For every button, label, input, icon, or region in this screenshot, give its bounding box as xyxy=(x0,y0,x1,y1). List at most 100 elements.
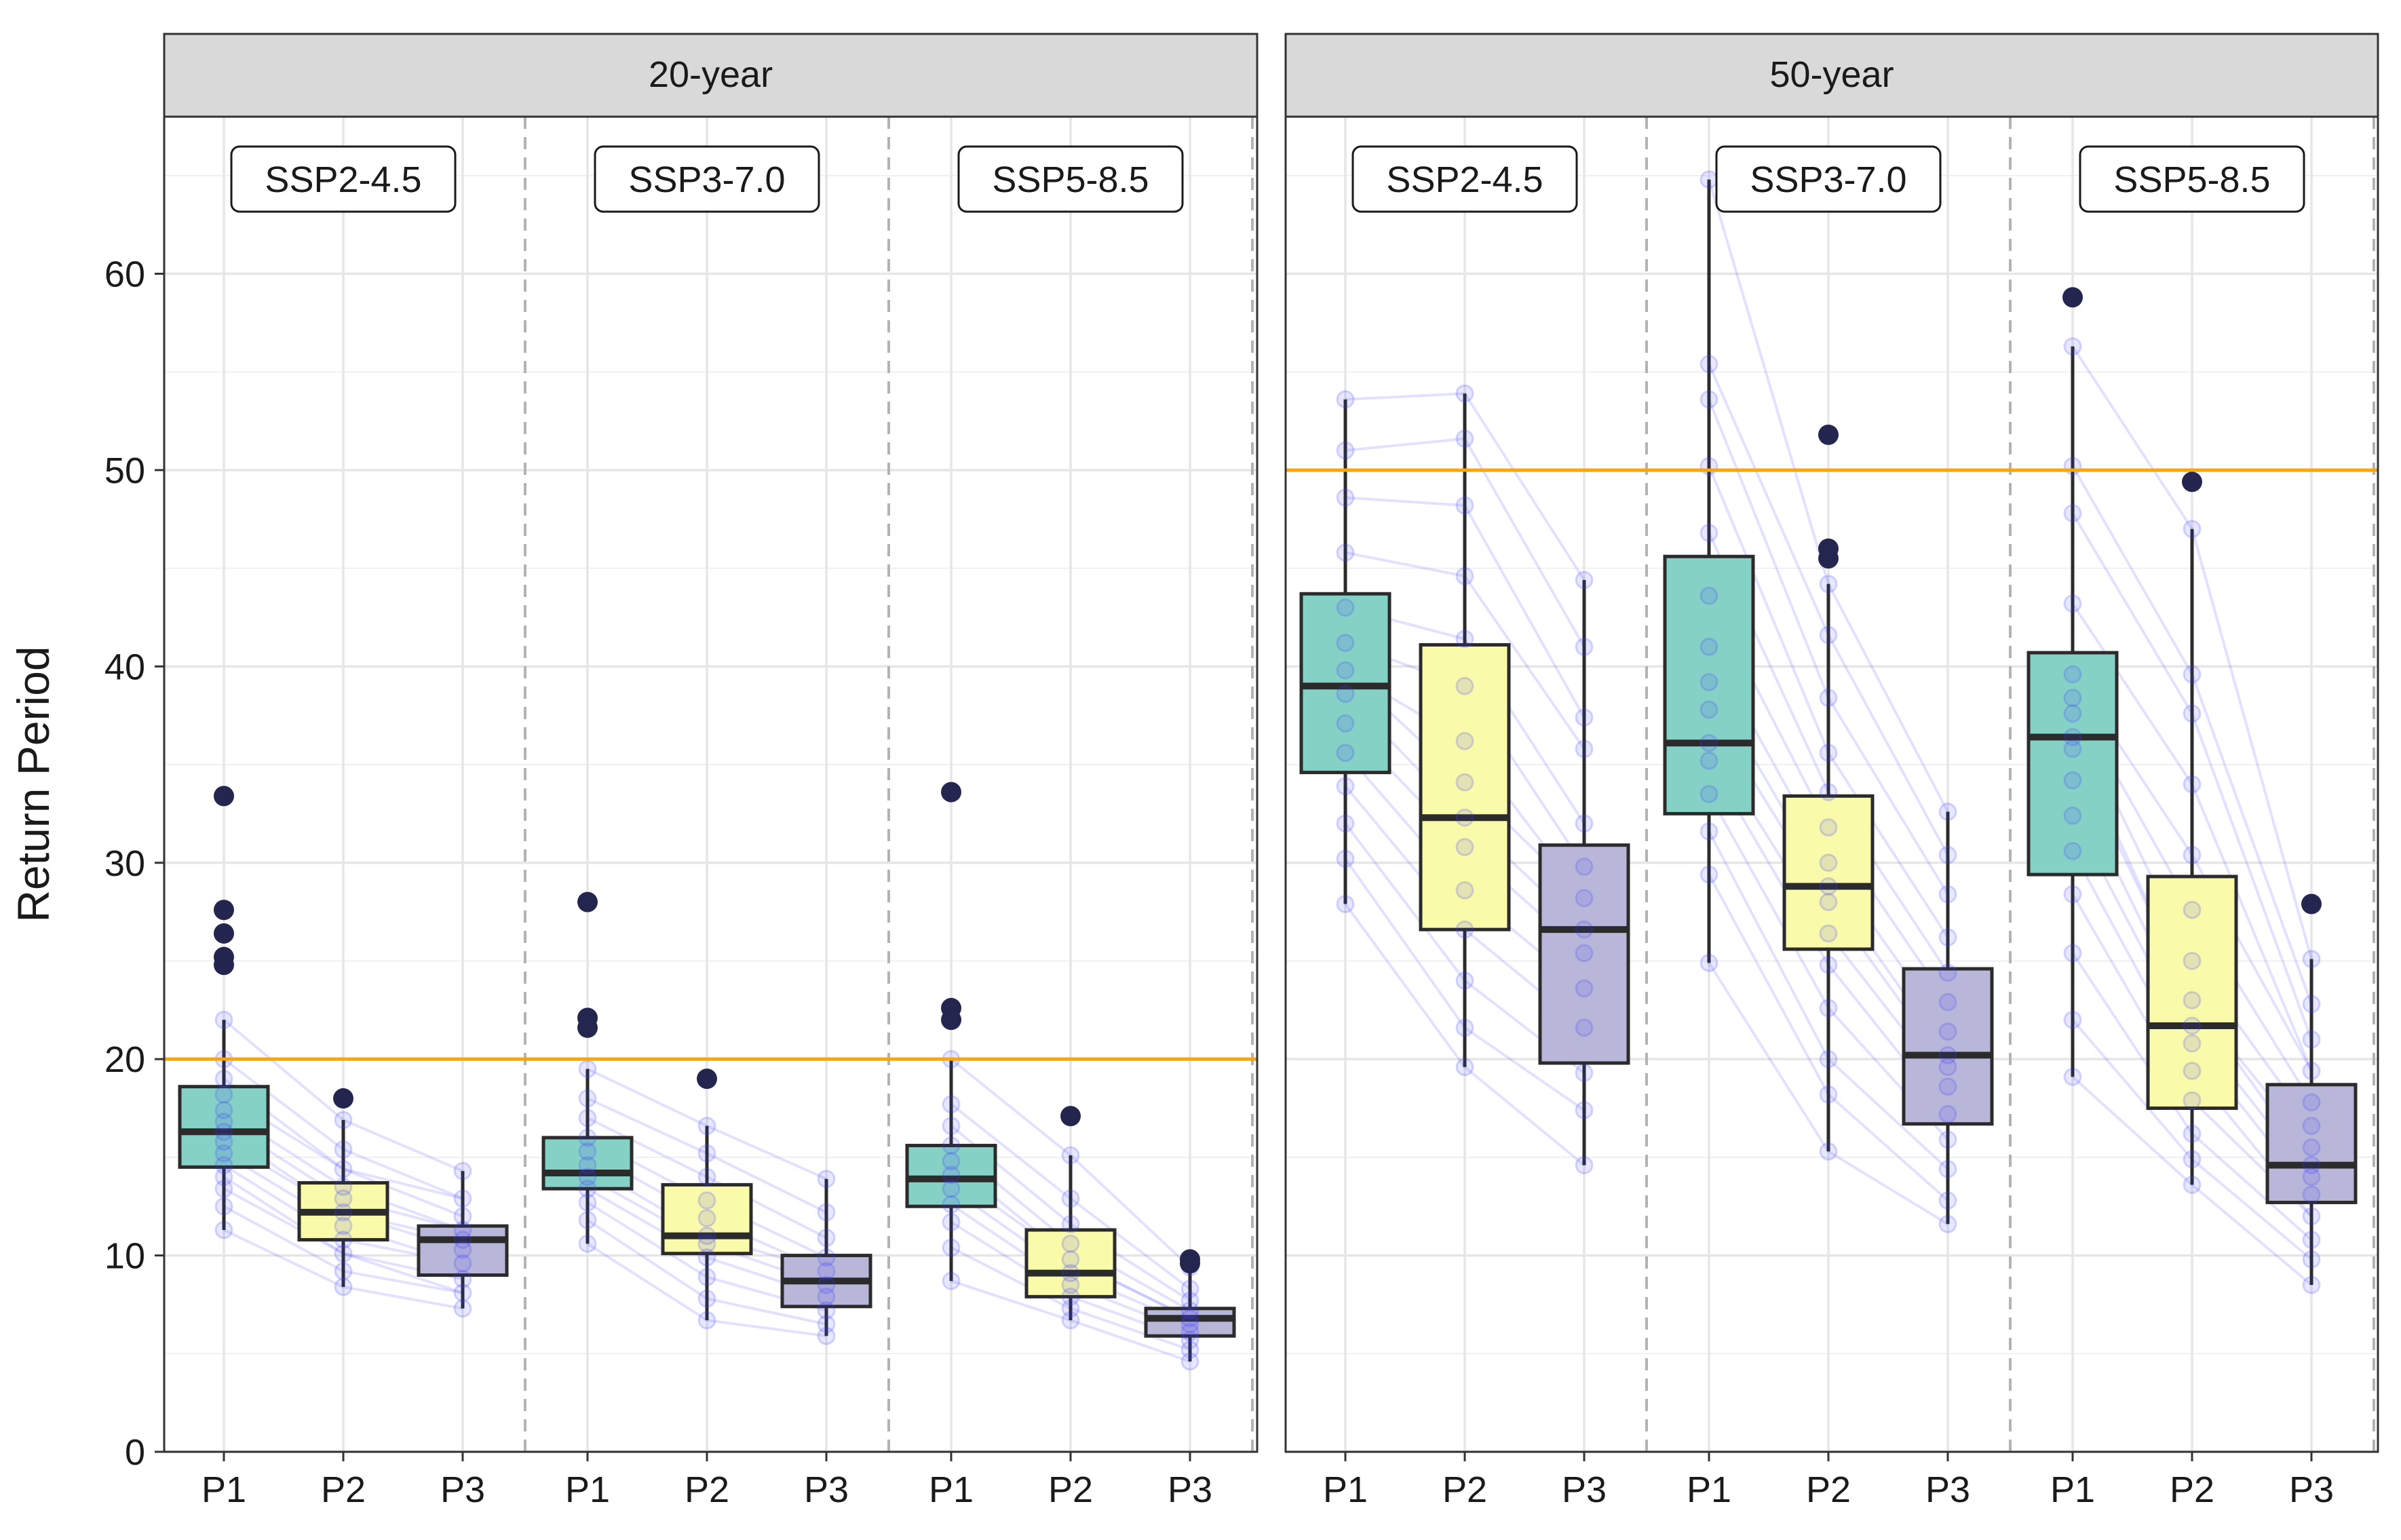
panel-1-scenario-0-p1-member-point xyxy=(1336,814,1355,833)
panel-1-scenario-1-p2-member-point xyxy=(1819,893,1838,912)
panel-1-scenario-2-p1-member-point xyxy=(2063,457,2082,476)
panel-0-scenario-2-p2-member-point xyxy=(1061,1234,1080,1253)
panel-0-scenario-1-p2-member-point xyxy=(697,1168,716,1187)
panel-1-scenario-1-p2-member-point xyxy=(1819,1085,1838,1104)
panel-1-scenario-2-p3-member-point xyxy=(2302,1250,2321,1269)
panel-1-scenario-0-p3-member-point xyxy=(1575,889,1594,908)
y-axis-title: Return Period xyxy=(8,646,58,922)
panel-1-scenario-0-p2-member-point xyxy=(1455,429,1474,448)
panel-0-scenario-1-p3-member-point xyxy=(817,1203,836,1222)
panel-0-scenario-2-p3-member-point xyxy=(1180,1291,1199,1310)
panel-0-scenario-0-p3-member-point xyxy=(453,1189,472,1208)
panel-1-scenario-1-p1-member-point xyxy=(1699,390,1718,409)
panel-0-scenario-0-p2-member-point xyxy=(334,1216,353,1235)
panel-0-scenario-0-p2-member-point xyxy=(334,1262,353,1281)
panel-1-scenario-1-p3-member-point xyxy=(1938,928,1957,947)
panel-0-scenario-1-p1-x-tick-label: P1 xyxy=(565,1469,610,1510)
panel-1-scenario-1-p2-member-point xyxy=(1819,689,1838,708)
panel-1-strip-title: 50-year xyxy=(1769,54,1894,95)
panel-1-scenario-0-p3-member-point xyxy=(1575,637,1594,656)
panel-1-scenario-0-p1-member-point xyxy=(1336,543,1355,562)
panel-1-scenario-2-p1-outlier xyxy=(2062,287,2083,308)
panel-1-scenario-0-p3-box xyxy=(1538,843,1630,1065)
panel-0-scenario-0-label: SSP2-4.5 xyxy=(265,159,421,200)
panel-0-scenario-1-p3-member-point xyxy=(817,1229,836,1248)
panel-0-scenario-1-p2-member-point xyxy=(697,1227,716,1246)
panel-0-scenario-1-p2-box xyxy=(661,1182,753,1256)
panel-0-scenario-1-p1-member-point xyxy=(578,1210,597,1229)
panel-0-scenario-2-p2-member-point xyxy=(1061,1275,1080,1294)
panel-0-scenario-2-p1-member-point xyxy=(942,1212,961,1231)
panel-1-scenario-0-label-box xyxy=(1351,145,1578,213)
panel-1-scenario-1-p1-member-point xyxy=(1699,586,1718,605)
panel-1-scenario-1-p3-member-point xyxy=(1938,1130,1957,1149)
panel-1-scenario-0-p1-member-point xyxy=(1336,661,1355,680)
panel-1-scenario-1-p1-member-point xyxy=(1699,700,1718,719)
panel-0-scenario-1-p2-member-point xyxy=(697,1191,716,1210)
panel-0-scenario-1-p3-member-point xyxy=(817,1315,836,1334)
foreground: Return Period 20-year P1 P2 P3 SSP2-4.5 P1 P2 P3… xyxy=(8,33,2379,1510)
panel-0-scenario-0-p1-x-tick-label: P1 xyxy=(201,1469,246,1510)
panel-0-scenario-0-p2-member-point xyxy=(334,1189,353,1208)
panel-1-scenario-2-p2-member-point xyxy=(2183,1124,2202,1143)
panel-0-scenario-1-p1-box xyxy=(541,1136,634,1191)
panel-1-scenario-2-p2-member-point xyxy=(2183,520,2202,539)
panel-1-scenario-2-p1-member-point xyxy=(2063,885,2082,904)
panel-1-scenario-0-p2-member-point xyxy=(1455,971,1474,990)
panel-1-scenario-0-p2-member-point xyxy=(1455,808,1474,827)
panel-1-scenario-1-p3-member-point xyxy=(1938,993,1957,1012)
panel-1-scenario-2-p3-member-point xyxy=(2302,1093,2321,1112)
panel-0-scenario-1-label: SSP3-7.0 xyxy=(628,159,785,200)
panel-0-scenario-1-p2-outlier xyxy=(697,1069,717,1090)
panel-0-scenario-1-p3-member-point xyxy=(817,1262,836,1281)
panel-0-scenario-0-p1-member-point xyxy=(214,1100,233,1119)
panel-1-scenario-1-p2-member-point xyxy=(1819,1142,1838,1161)
panel-1-scenario-0-p3-member-point xyxy=(1575,1018,1594,1037)
panel-0-scenario-2-p2-member-point xyxy=(1061,1311,1080,1330)
y-tick-label: 50 xyxy=(104,450,145,491)
panel-0-scenario-0-p1-member-point xyxy=(214,1168,233,1187)
panel-1-scenario-1-p1-member-point xyxy=(1699,784,1718,803)
panel-1-scenario-1-p2-member-point xyxy=(1819,625,1838,644)
panel-1-scenario-1-p1-box xyxy=(1663,554,1755,815)
panel-0-scenario-1-p1-member-point xyxy=(578,1155,597,1174)
panel-1-scenario-1-label: SSP3-7.0 xyxy=(1750,159,1906,200)
panel-1-scenario-0-p1-member-point xyxy=(1336,634,1355,653)
panel-1-scenario-2-p1-member-point xyxy=(2063,337,2082,356)
panel-1-scenario-1-p3-box xyxy=(1902,967,1994,1126)
panel-0-scenario-2-label-box xyxy=(957,145,1184,213)
panel-0-scenario-0-p1-member-point xyxy=(214,1122,233,1141)
panel-1-scenario-2-label-box xyxy=(2079,145,2305,213)
panel-0-scenario-0-p2-member-point xyxy=(334,1230,353,1249)
panel-1-scenario-0-p2-member-point xyxy=(1455,1018,1474,1037)
panel-0-scenario-1-p2-member-point xyxy=(697,1209,716,1228)
panel-1-scenario-1-p2-x-tick-label: P2 xyxy=(1806,1469,1851,1510)
panel-1-scenario-1-p2-member-point xyxy=(1819,744,1838,763)
panel-0-strip xyxy=(163,33,1259,118)
panel-1-scenario-0-p2-member-point xyxy=(1455,566,1474,585)
panel-0-scenario-0-p1-outlier xyxy=(214,900,234,921)
panel-0-scenario-2-p2-member-point xyxy=(1061,1189,1080,1208)
panel-0-scenario-2-p2-box xyxy=(1024,1228,1117,1298)
panel-0-scenario-0-p3-member-point xyxy=(453,1240,472,1259)
panel-0-scenario-0-p1-member-point xyxy=(214,1085,233,1104)
panel-0-scenario-0-p1-member-point xyxy=(214,1069,233,1088)
panel-0-scenario-2-p3-box xyxy=(1144,1307,1236,1338)
panel-1-scenario-1-p3-member-point xyxy=(1938,1058,1957,1077)
panel-1-scenario-2-p2-member-point xyxy=(2183,1016,2202,1035)
panel-1-scenario-2-p2-member-point xyxy=(2183,1150,2202,1169)
panel-0-scenario-1-p3-x-tick-label: P3 xyxy=(804,1469,849,1510)
panel-1-scenario-1-p1-member-point xyxy=(1699,953,1718,972)
panel-1-scenario-0-p3-x-tick-label: P3 xyxy=(1562,1469,1607,1510)
panel-0-scenario-1-p2-x-tick-label: P2 xyxy=(685,1469,729,1510)
panel-1-scenario-2-p1-x-tick-label: P1 xyxy=(2050,1469,2095,1510)
panel-1-scenario-0-p1-member-point xyxy=(1336,488,1355,507)
y-tick-label: 10 xyxy=(104,1236,145,1277)
panel-1-scenario-1-p3-member-point xyxy=(1938,845,1957,864)
panel-1-scenario-0-p2-box xyxy=(1419,643,1511,931)
panel-0-scenario-1-p3-member-point xyxy=(817,1287,836,1306)
panel-0-scenario-0-p1-member-point xyxy=(214,1155,233,1174)
panel-1-scenario-0-p1-member-point xyxy=(1336,777,1355,796)
panel-1-scenario-2-p3-member-point xyxy=(2302,950,2321,969)
panel-1-scenario-1-p2-member-point xyxy=(1819,1050,1838,1069)
